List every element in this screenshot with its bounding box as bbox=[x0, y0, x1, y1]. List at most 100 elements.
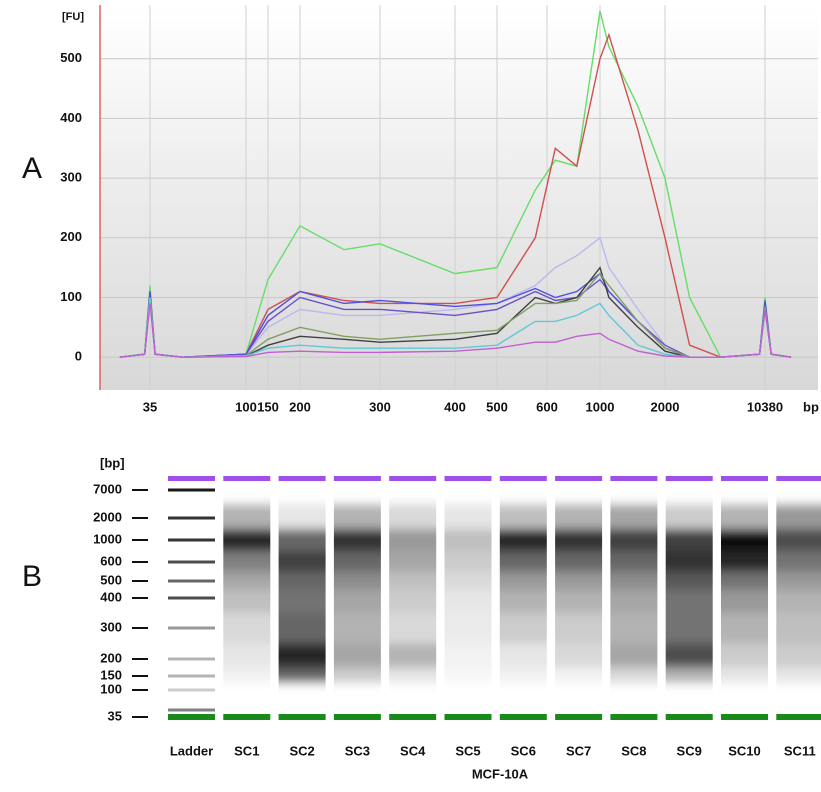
smear-segment bbox=[278, 643, 326, 668]
x-tick-label: 200 bbox=[289, 399, 311, 414]
smear-segment bbox=[278, 484, 326, 504]
smear-segment bbox=[721, 571, 768, 590]
smear-segment bbox=[333, 504, 381, 529]
smear-segment bbox=[278, 589, 326, 613]
smear-segment bbox=[721, 551, 768, 572]
x-tick-label: 400 bbox=[444, 399, 466, 414]
smear-segment bbox=[776, 504, 821, 529]
lane-label: SC2 bbox=[289, 743, 314, 758]
smear-segment bbox=[333, 613, 381, 644]
lane-label: Ladder bbox=[170, 743, 213, 758]
smear-segment bbox=[444, 484, 492, 504]
lane bbox=[555, 484, 603, 712]
x-tick-label: 1000 bbox=[586, 399, 615, 414]
ladder-band bbox=[168, 626, 215, 630]
smear-segment bbox=[499, 643, 547, 668]
lane bbox=[333, 484, 381, 712]
x-tick-label: 600 bbox=[536, 399, 558, 414]
upper-marker bbox=[721, 476, 768, 481]
smear-segment bbox=[333, 643, 381, 668]
y-tick-label: 35 bbox=[108, 708, 122, 723]
lane-label: SC9 bbox=[677, 743, 702, 758]
ladder-band bbox=[168, 516, 215, 520]
smear-segment bbox=[665, 484, 713, 504]
ladder-band bbox=[168, 708, 215, 712]
smear-segment bbox=[499, 551, 547, 572]
smear-segment bbox=[665, 504, 713, 529]
smear-segment bbox=[389, 589, 437, 613]
upper-marker bbox=[444, 476, 492, 481]
smear-segment bbox=[721, 613, 768, 644]
smear-segment bbox=[721, 703, 768, 712]
lane bbox=[499, 484, 547, 712]
upper-marker bbox=[499, 476, 547, 481]
smear-segment bbox=[721, 643, 768, 668]
lower-marker bbox=[278, 714, 326, 720]
x-axis-label: bp bbox=[803, 399, 819, 414]
upper-marker bbox=[168, 476, 215, 481]
smear-segment bbox=[721, 667, 768, 683]
ladder-band bbox=[168, 688, 215, 692]
ladder-band bbox=[168, 579, 215, 583]
smear-segment bbox=[333, 703, 381, 712]
smear-segment bbox=[610, 683, 658, 704]
upper-marker bbox=[610, 476, 658, 481]
smear-segment bbox=[444, 529, 492, 551]
lane bbox=[665, 484, 713, 712]
upper-marker bbox=[665, 476, 713, 481]
x-tick-label: 2000 bbox=[651, 399, 680, 414]
smear-segment bbox=[278, 703, 326, 712]
smear-segment bbox=[610, 613, 658, 644]
smear-segment bbox=[223, 643, 271, 668]
smear-segment bbox=[278, 504, 326, 529]
y-tick-label: 7000 bbox=[93, 481, 122, 496]
smear-segment bbox=[555, 703, 603, 712]
x-tick-label: 500 bbox=[486, 399, 508, 414]
smear-segment bbox=[278, 667, 326, 683]
lower-marker bbox=[333, 714, 381, 720]
smear-segment bbox=[389, 571, 437, 590]
smear-segment bbox=[776, 667, 821, 683]
smear-segment bbox=[776, 613, 821, 644]
smear-segment bbox=[721, 484, 768, 504]
smear-segment bbox=[610, 589, 658, 613]
lower-marker bbox=[444, 714, 492, 720]
smear-segment bbox=[389, 484, 437, 504]
smear-segment bbox=[776, 703, 821, 712]
lower-marker bbox=[721, 714, 768, 720]
lane-label: SC7 bbox=[566, 743, 591, 758]
upper-marker bbox=[223, 476, 271, 481]
y-tick-label: 300 bbox=[100, 619, 122, 634]
smear-segment bbox=[610, 643, 658, 668]
lane-label: SC11 bbox=[784, 743, 816, 758]
ladder-band bbox=[168, 657, 215, 661]
smear-segment bbox=[389, 529, 437, 551]
upper-marker bbox=[389, 476, 437, 481]
y-tick-label: 300 bbox=[60, 170, 82, 185]
smear-segment bbox=[278, 683, 326, 704]
smear-segment bbox=[389, 613, 437, 644]
smear-segment bbox=[776, 484, 821, 504]
smear-segment bbox=[444, 667, 492, 683]
smear-segment bbox=[776, 589, 821, 613]
lane-label: SC1 bbox=[234, 743, 259, 758]
y-axis-label: [FU] bbox=[62, 11, 84, 23]
upper-marker bbox=[776, 476, 821, 481]
lower-marker bbox=[665, 714, 713, 720]
smear-segment bbox=[223, 529, 271, 551]
smear-segment bbox=[333, 484, 381, 504]
smear-segment bbox=[555, 683, 603, 704]
x-tick-label: 35 bbox=[143, 399, 157, 414]
smear-segment bbox=[721, 529, 768, 551]
smear-segment bbox=[665, 589, 713, 613]
smear-segment bbox=[278, 551, 326, 572]
smear-segment bbox=[444, 504, 492, 529]
lower-marker bbox=[555, 714, 603, 720]
lane bbox=[278, 484, 326, 712]
upper-marker bbox=[278, 476, 326, 481]
smear-segment bbox=[444, 589, 492, 613]
smear-segment bbox=[610, 504, 658, 529]
lower-marker bbox=[776, 714, 821, 720]
y-tick-label: 150 bbox=[100, 667, 122, 682]
lane bbox=[389, 484, 437, 712]
